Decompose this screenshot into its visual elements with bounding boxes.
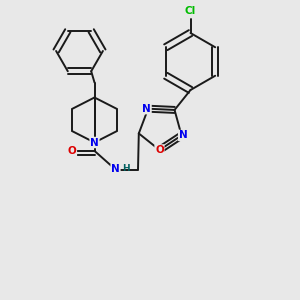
Text: Cl: Cl (185, 6, 196, 16)
Text: N: N (111, 164, 120, 175)
Text: H: H (122, 164, 130, 173)
Text: Cl: Cl (185, 8, 196, 18)
Text: O: O (155, 145, 164, 155)
Text: N: N (142, 104, 151, 114)
Text: O: O (68, 146, 76, 156)
Text: N: N (179, 130, 188, 140)
Text: N: N (90, 137, 99, 148)
